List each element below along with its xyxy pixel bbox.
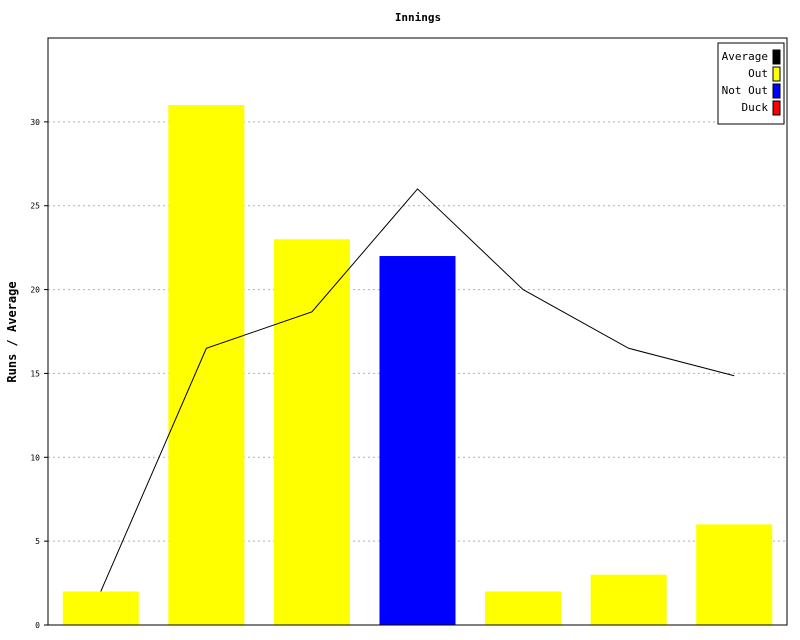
y-tick-label: 20: [30, 286, 40, 295]
legend-swatch: [772, 66, 781, 82]
gridlines: [48, 121, 787, 542]
bar-4: [379, 256, 456, 625]
bar-3: [273, 239, 350, 625]
bar-7: [696, 524, 773, 625]
legend-label: Out: [748, 67, 768, 80]
legend-label: Average: [722, 50, 768, 63]
y-tick-label: 5: [35, 537, 40, 546]
y-axis-ticks: 0 5 10 15 20 25 30: [30, 118, 48, 630]
bar-5: [485, 591, 562, 625]
y-axis-label: Runs / Average: [5, 281, 19, 382]
bars: [62, 105, 773, 626]
legend-swatch: [772, 49, 781, 65]
legend: Average Out Not Out Duck: [717, 42, 785, 125]
average-line: [100, 188, 735, 592]
y-tick-label: 25: [30, 202, 40, 211]
chart-title: Innings: [395, 11, 441, 24]
y-tick-label: 10: [30, 453, 40, 462]
y-tick-label: 0: [35, 621, 40, 630]
y-tick-label: 30: [30, 118, 40, 127]
y-tick-label: 15: [30, 369, 40, 378]
plot-frame: [47, 37, 788, 626]
bar-2: [168, 105, 245, 626]
bar-6: [590, 574, 667, 625]
legend-swatch: [772, 100, 781, 116]
legend-swatch: [772, 83, 781, 99]
bar-1: [62, 591, 139, 625]
legend-label: Duck: [742, 101, 769, 114]
average-line-group: [100, 188, 735, 592]
legend-label: Not Out: [722, 84, 768, 97]
